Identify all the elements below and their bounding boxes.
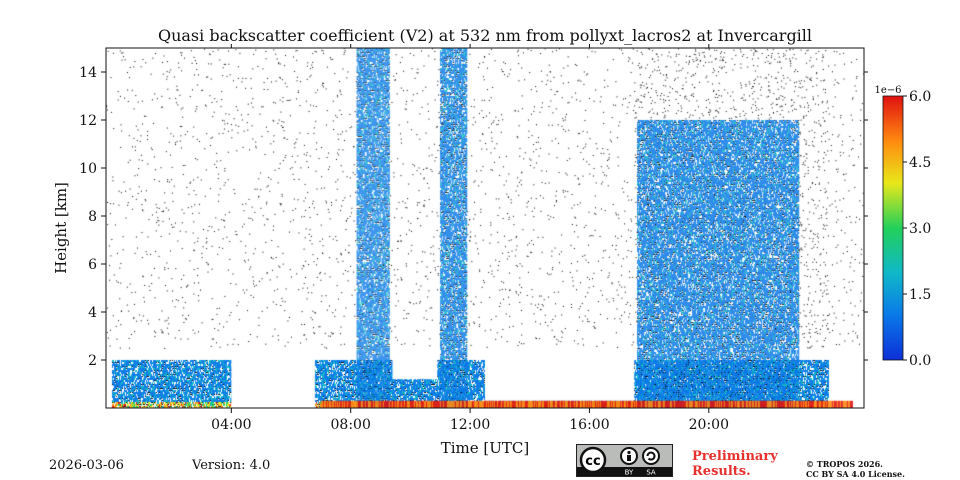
cc-license-badge: cc BY SA — [576, 444, 673, 477]
x-tick-label: 08:00 — [331, 417, 371, 433]
y-axis-label: Height [km] — [52, 182, 70, 274]
colorbar-exponent: 1e−6 — [874, 85, 901, 96]
colorbar-tick-label: 4.5 — [909, 155, 931, 171]
colorbar — [882, 95, 904, 361]
colorbar-tick-label: 3.0 — [909, 221, 931, 237]
y-tick-label: 8 — [88, 209, 97, 225]
preliminary-note: Preliminary Results. — [692, 449, 778, 479]
x-tick-label: 16:00 — [569, 417, 609, 433]
preliminary-line-1: Preliminary — [692, 449, 778, 464]
plot-frame — [105, 47, 865, 409]
colorbar-ticks: 0.0 1.5 3.0 4.5 6.0 — [903, 89, 931, 369]
heatmap-plot — [106, 48, 864, 408]
cc-text: cc — [585, 454, 600, 469]
heatmap-image — [106, 48, 864, 408]
colorbar-tick-label: 6.0 — [909, 89, 931, 105]
sa-text: SA — [646, 469, 656, 477]
x-tick-label: 04:00 — [211, 417, 251, 433]
copyright-note: © TROPOS 2026. CC BY SA 4.0 License. — [806, 459, 905, 479]
x-tick-label: 20:00 — [689, 417, 729, 433]
chart-title: Quasi backscatter coefficient (V2) at 53… — [158, 26, 812, 45]
by-text: BY — [625, 469, 634, 477]
version-label: Version: 4.0 — [192, 458, 271, 473]
copyright-line-1: © TROPOS 2026. — [806, 459, 883, 469]
colorbar-tick-label: 1.5 — [909, 287, 931, 303]
x-axis: 04:00 08:00 12:00 16:00 20:00 — [211, 44, 729, 433]
cc-icon — [579, 446, 607, 474]
preliminary-line-2: Results. — [692, 464, 751, 479]
y-axis: 2 4 6 8 10 12 14 — [79, 65, 868, 369]
y-tick-label: 14 — [79, 65, 97, 81]
colorbar-tick-label: 0.0 — [909, 353, 931, 369]
sa-icon — [642, 447, 660, 465]
y-tick-label: 12 — [79, 113, 97, 129]
y-tick-label: 6 — [88, 257, 97, 273]
x-axis-label: Time [UTC] — [441, 439, 530, 457]
copyright-line-2: CC BY SA 4.0 License. — [806, 469, 905, 479]
date-label: 2026-03-06 — [49, 458, 124, 473]
y-tick-label: 2 — [88, 353, 97, 369]
y-tick-label: 4 — [88, 305, 97, 321]
y-tick-label: 10 — [79, 161, 97, 177]
x-tick-label: 12:00 — [450, 417, 490, 433]
